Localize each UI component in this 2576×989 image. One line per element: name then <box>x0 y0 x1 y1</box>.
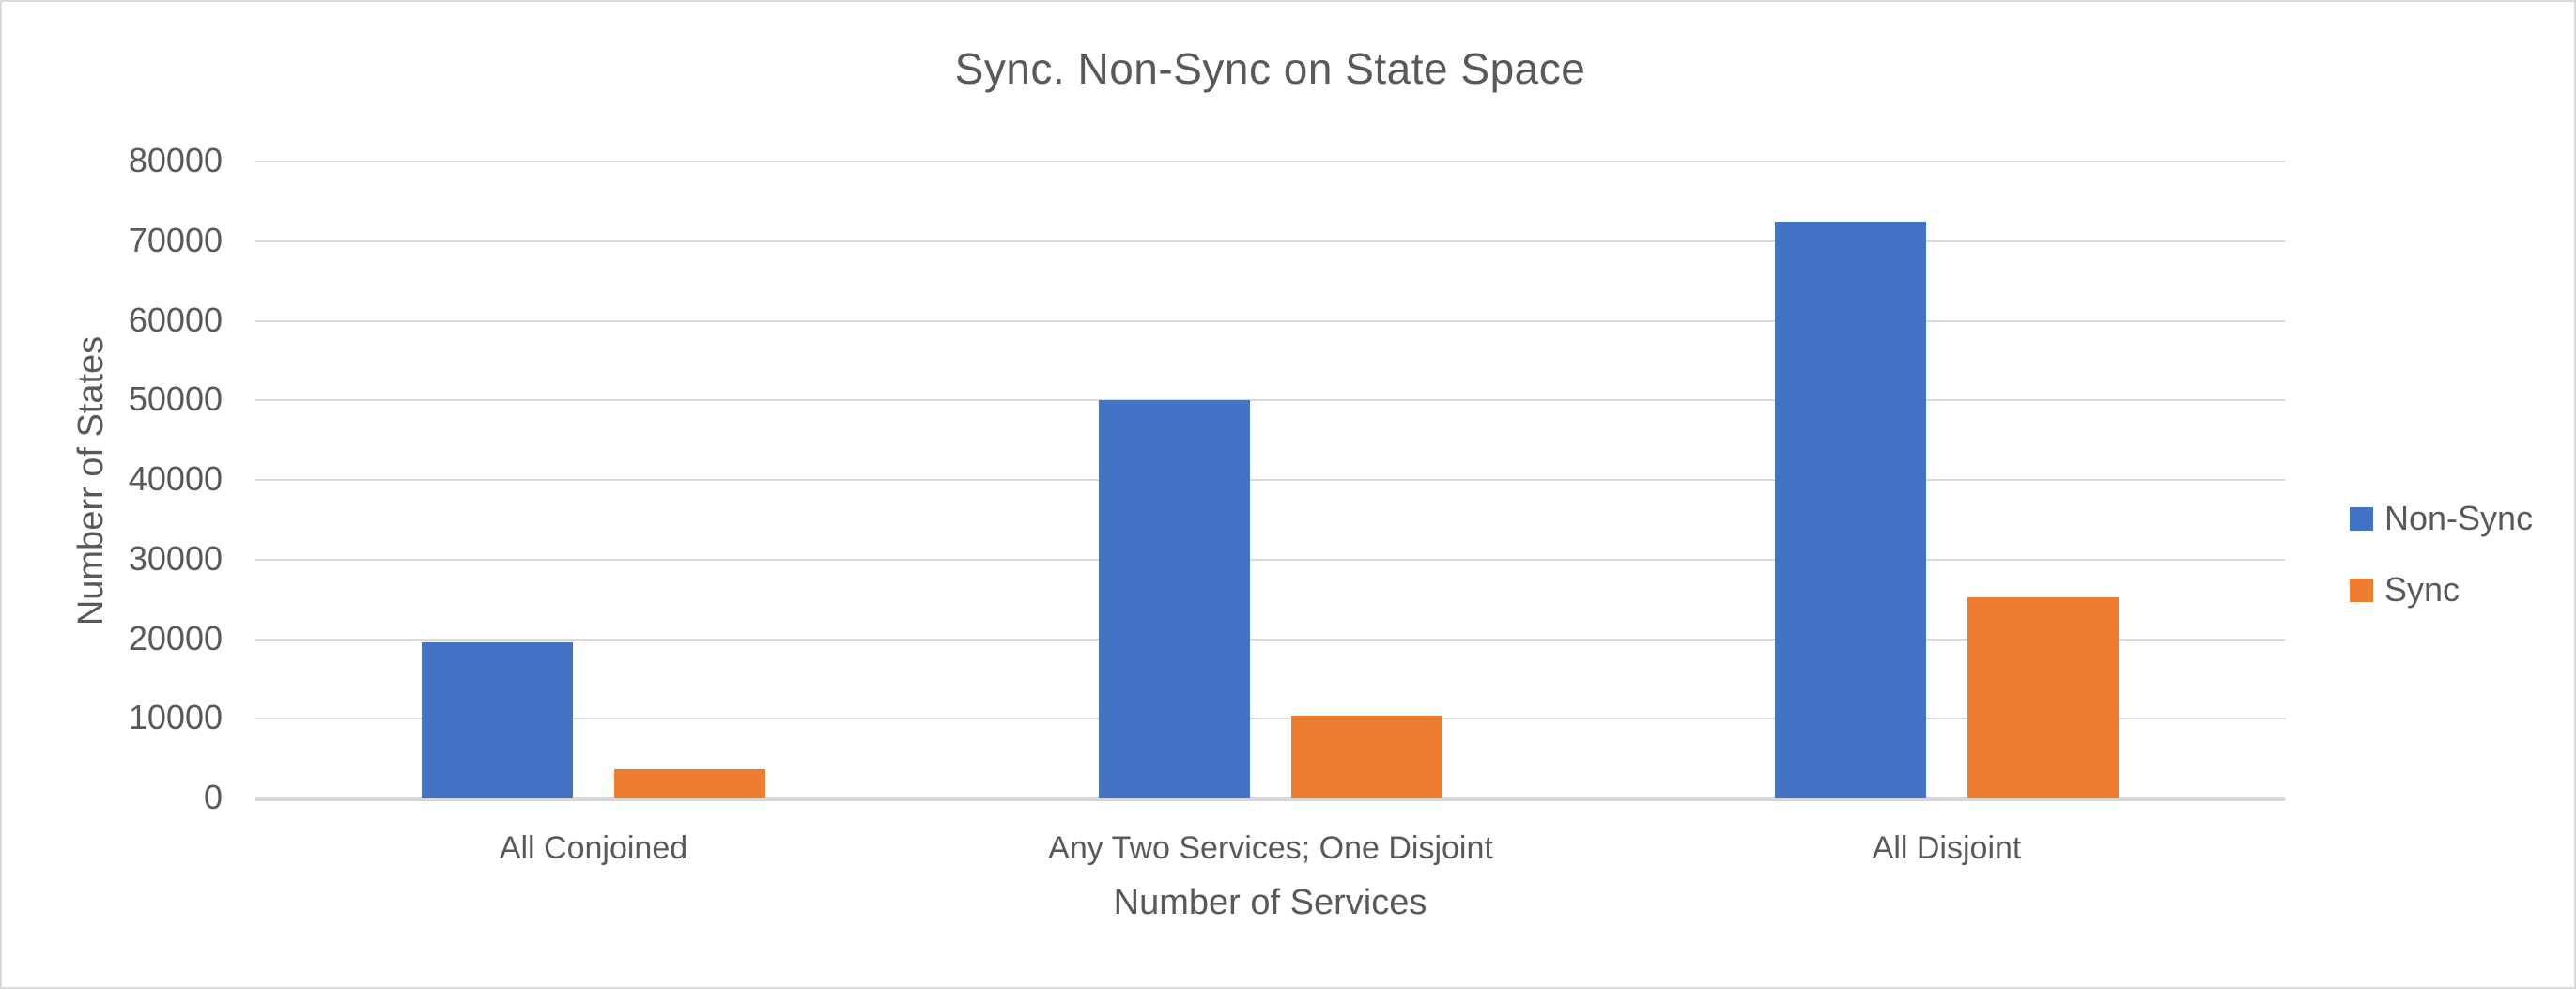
y-tick-label-80000: 80000 <box>128 141 223 179</box>
gridline-20000 <box>255 638 2285 641</box>
bar-sync-all-disjoint <box>1967 597 2119 798</box>
y-tick-label-40000: 40000 <box>128 459 223 498</box>
gridline-50000 <box>255 399 2285 402</box>
x-category-label-any-two-services-one-disjoint: Any Two Services; One Disjoint <box>1048 830 1493 866</box>
bar-non-sync-any-two-services-one-disjoint <box>1099 400 1250 798</box>
x-axis-title: Number of Services <box>1113 883 1427 922</box>
y-tick-label-50000: 50000 <box>128 379 223 419</box>
bar-sync-all-conjoined <box>614 769 765 798</box>
legend-swatch-sync <box>2350 578 2373 602</box>
y-tick-label-20000: 20000 <box>128 618 223 657</box>
gridline-80000 <box>255 161 2285 162</box>
gridline-10000 <box>255 718 2285 720</box>
bar-non-sync-all-disjoint <box>1775 222 1926 798</box>
legend-label-sync: Sync <box>2384 570 2460 609</box>
y-tick-label-60000: 60000 <box>128 300 223 339</box>
bar-sync-any-two-services-one-disjoint <box>1291 716 1442 798</box>
y-axis-title: Numberr of States <box>71 335 111 626</box>
y-tick-label-70000: 70000 <box>128 220 223 259</box>
gridline-60000 <box>255 319 2285 322</box>
x-axis-line <box>255 798 2285 801</box>
gridline-30000 <box>255 558 2285 561</box>
bar-non-sync-all-conjoined <box>422 642 573 798</box>
legend-item-non-sync: Non-Sync <box>2350 498 2533 539</box>
y-tick-label-0: 0 <box>203 778 223 816</box>
x-category-label-all-conjoined: All Conjoined <box>499 830 688 866</box>
y-tick-label-10000: 10000 <box>128 698 223 737</box>
legend-label-non-sync: Non-Sync <box>2384 499 2534 537</box>
chart-title: Sync. Non-Sync on State Space <box>954 44 1586 93</box>
gridline-70000 <box>255 240 2285 242</box>
plot-area <box>255 161 2285 801</box>
x-category-label-all-disjoint: All Disjoint <box>1872 830 2022 866</box>
legend: Non-Sync Sync <box>2350 498 2533 641</box>
legend-swatch-non-sync <box>2350 506 2373 531</box>
y-tick-label-30000: 30000 <box>128 538 223 578</box>
gridline-40000 <box>255 479 2285 481</box>
legend-item-sync: Sync <box>2350 569 2533 610</box>
